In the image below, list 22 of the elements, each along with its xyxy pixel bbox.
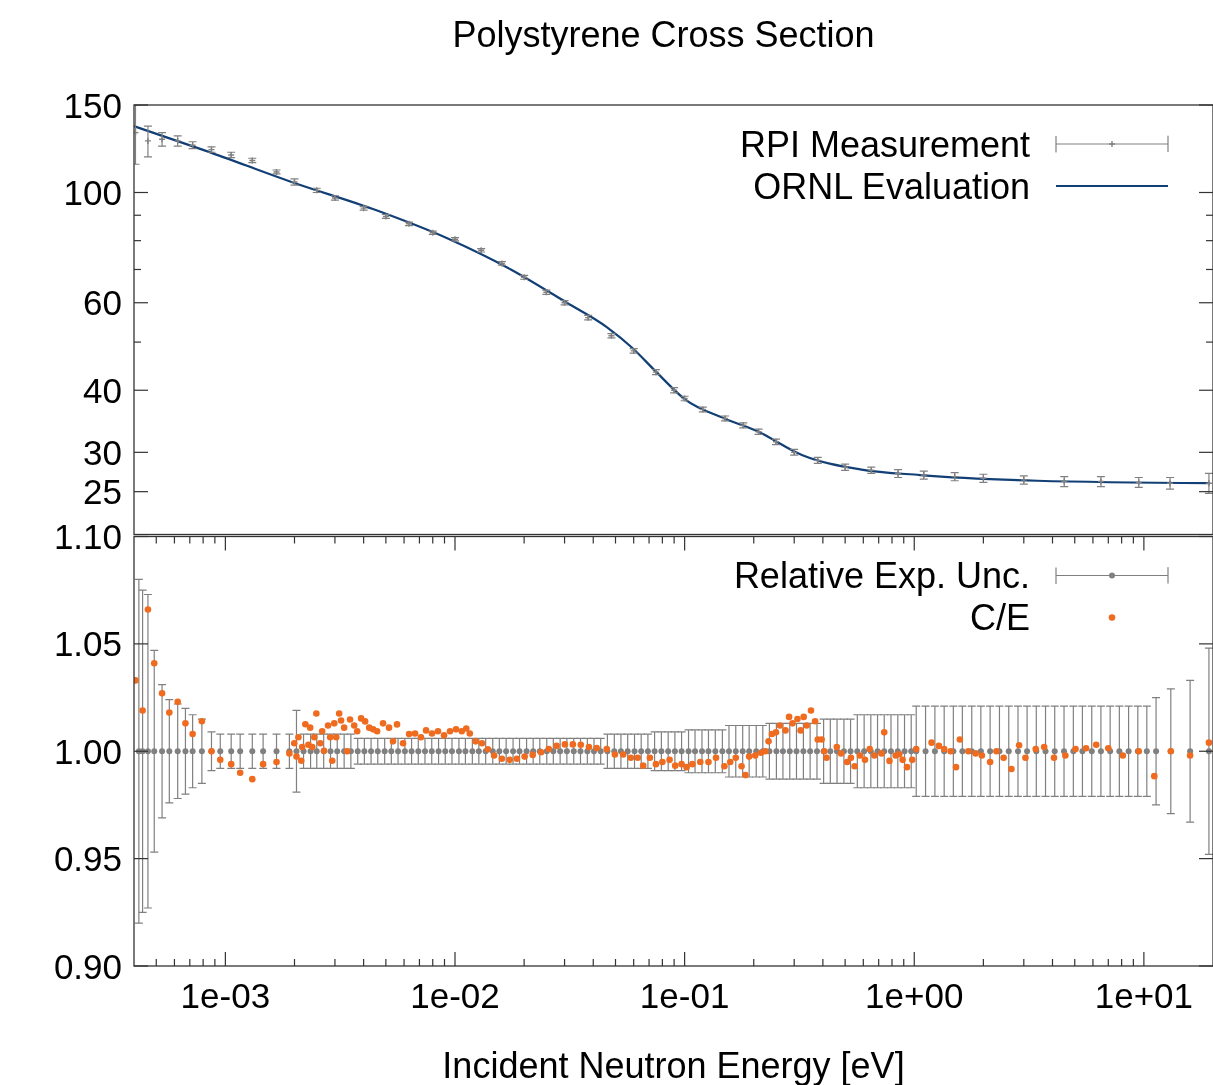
chart-title: Polystyrene Cross Section <box>452 14 875 55</box>
y-tick-label: 100 <box>63 173 122 213</box>
legend-label: C/E <box>969 597 1030 639</box>
y-tick-label: 0.90 <box>53 946 122 986</box>
y-tick-label: 150 <box>63 85 122 125</box>
legend-label: RPI Measurement <box>739 123 1030 165</box>
x-tick-label: 1e-02 <box>410 976 500 1015</box>
x-tick-label: 1e-01 <box>639 976 730 1015</box>
y-tick-label: 1.10 <box>53 517 122 557</box>
y-tick-label: 0.95 <box>53 839 122 879</box>
y-tick-label: 60 <box>83 283 122 323</box>
x-tick-label: 1e-03 <box>180 976 271 1015</box>
legend-label: Relative Exp. Unc. <box>733 555 1030 597</box>
y-tick-label: 30 <box>83 432 122 472</box>
legend-label: ORNL Evaluation <box>753 165 1030 207</box>
y-tick-label: 1.00 <box>53 731 122 771</box>
x-tick-label: 1e+01 <box>1094 976 1194 1015</box>
y-tick-label: 1.05 <box>53 624 122 664</box>
x-tick-label: 1e+00 <box>865 976 964 1015</box>
y-tick-label: 25 <box>83 472 122 512</box>
x-axis-title: Incident Neutron Energy [eV] <box>442 1045 905 1085</box>
y-tick-label: 40 <box>83 370 122 410</box>
